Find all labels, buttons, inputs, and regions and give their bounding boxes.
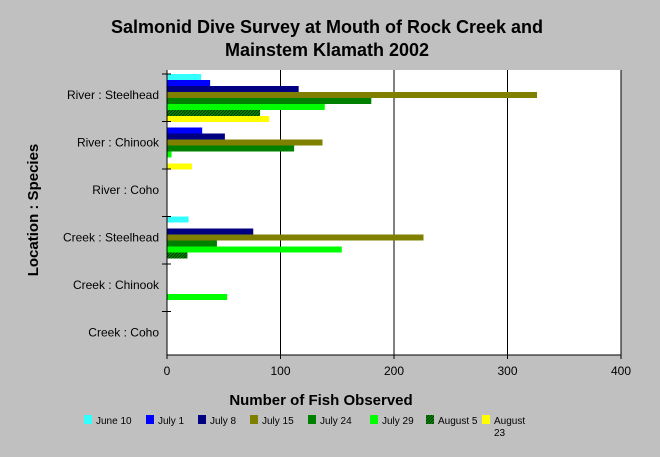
bar [167, 133, 225, 140]
bar [167, 228, 254, 235]
legend-swatch [426, 415, 434, 424]
legend-swatch [84, 415, 92, 424]
bar [167, 116, 270, 122]
legend-swatch [250, 415, 258, 424]
bar [167, 127, 203, 134]
bar [167, 145, 295, 152]
bar [167, 74, 202, 80]
bar [167, 163, 192, 170]
bar [167, 234, 424, 241]
legend-label: August 5 [438, 416, 478, 427]
x-tick-label: 0 [164, 364, 171, 378]
y-tick-label: River : Steelhead [67, 88, 159, 102]
bar [167, 252, 188, 259]
bar [167, 86, 299, 92]
y-tick-label: River : Coho [92, 183, 159, 197]
legend-swatch [198, 415, 206, 424]
x-tick-label: 300 [497, 364, 517, 378]
bar [167, 216, 189, 223]
y-tick-label: Creek : Chinook [73, 278, 160, 292]
y-axis-title: Location : Species [25, 144, 42, 277]
x-tick-label: 100 [270, 364, 290, 378]
y-tick-label: River : Chinook [77, 135, 160, 149]
legend-swatch [146, 415, 154, 424]
bar [167, 98, 372, 104]
y-tick-label: Creek : Coho [88, 325, 159, 339]
bar [167, 104, 325, 110]
legend-label: June 10 [96, 416, 132, 427]
legend-label: July 29 [382, 416, 414, 427]
y-ticks: River : Steelhead River : Chinook River : … [63, 73, 171, 339]
legend: June 10 July 1 July 8 July 15 July 24 July 29… [84, 415, 525, 439]
legend-label-cont: 23 [494, 428, 506, 439]
legend-label: July 15 [262, 416, 294, 427]
x-ticks: 0 100 200 300 400 [164, 355, 631, 378]
gridlines [280, 70, 622, 355]
bar [167, 151, 172, 158]
chart-title-line-2: Mainstem Klamath 2002 [225, 40, 429, 60]
x-tick-label: 400 [611, 364, 631, 378]
bar [167, 139, 323, 146]
legend-swatch [482, 415, 490, 424]
bar [167, 294, 228, 300]
x-tick-label: 200 [384, 364, 404, 378]
bar [167, 92, 538, 98]
bar [167, 110, 261, 116]
legend-swatch [308, 415, 316, 424]
legend-label: July 1 [158, 416, 185, 427]
legend-swatch [370, 415, 378, 424]
bar [167, 246, 342, 253]
chart-title-line-1: Salmonid Dive Survey at Mouth of Rock Cr… [111, 17, 543, 37]
bars [167, 74, 538, 300]
bar [167, 80, 211, 86]
legend-label: August [494, 416, 525, 427]
bar [167, 240, 217, 247]
y-tick-label: Creek : Steelhead [63, 230, 159, 244]
legend-label: July 24 [320, 416, 352, 427]
x-axis-title: Number of Fish Observed [229, 392, 412, 409]
legend-label: July 8 [210, 416, 237, 427]
